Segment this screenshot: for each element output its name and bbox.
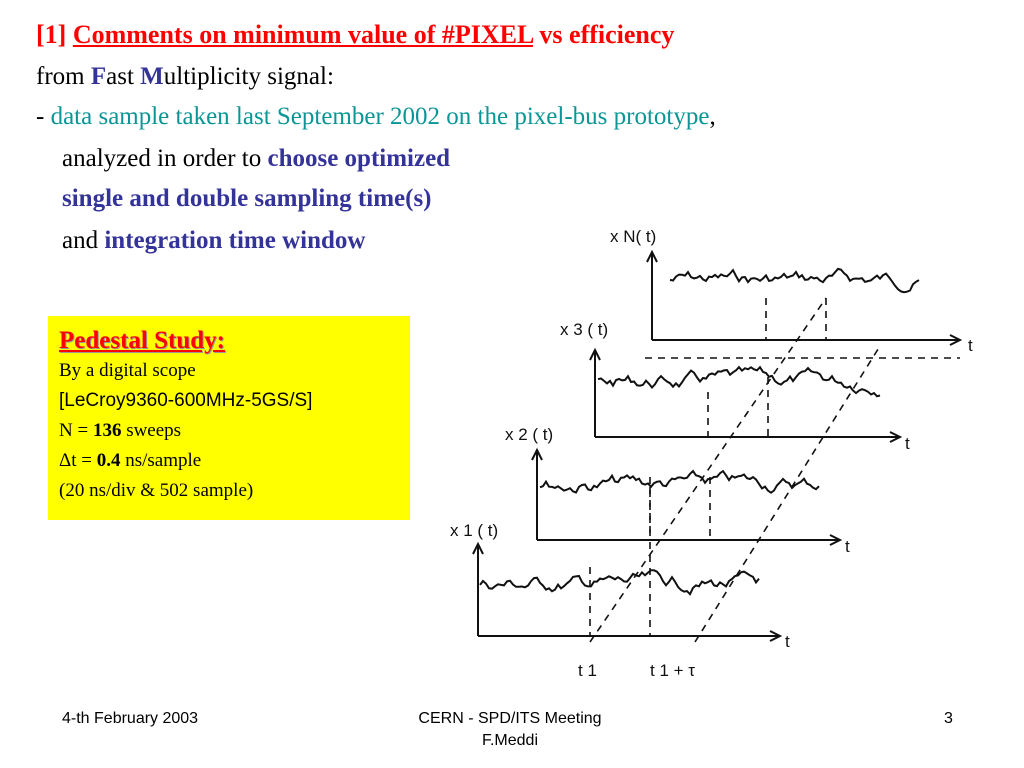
waveform-2 — [539, 469, 820, 494]
pedestal-model: [LeCroy9360-600MHz-5GS/S] — [59, 390, 313, 411]
sweeps-value: 136 — [92, 420, 122, 441]
axis-t-2: t — [845, 537, 850, 556]
bullet-line: - data sample taken last September 2002 … — [36, 102, 716, 132]
y-arrow-N — [646, 249, 658, 263]
pedestal-sweeps: N = 136 sweeps — [59, 416, 400, 446]
diagonal-t1 — [589, 297, 827, 643]
intro-m: M — [140, 63, 164, 90]
analysis-bold: choose optimized — [267, 145, 451, 172]
intro-ast: ast — [106, 63, 141, 90]
integration-line: and integration time window — [62, 226, 365, 256]
pedestal-div: (20 ns/div & 502 sample) — [59, 480, 254, 501]
x-arrow-3 — [889, 431, 903, 443]
y-arrow-3 — [589, 347, 601, 361]
title-suffix: vs efficiency — [532, 20, 675, 49]
bullet-text: data sample taken last September 2002 on… — [50, 103, 710, 130]
intro-rest: ultiplicity signal: — [163, 63, 334, 90]
sweeps-pre: N = — [59, 420, 93, 441]
y-arrow-1 — [472, 541, 484, 555]
axis-t-3: t — [905, 434, 910, 453]
pedestal-box: Pedestal Study: By a digital scope [LeCr… — [48, 316, 410, 520]
footer-meeting-name: CERN - SPD/ITS Meeting — [418, 710, 602, 727]
label-x1: x 1 ( t) — [450, 521, 498, 540]
bullet-dash: - — [36, 103, 51, 130]
footer-page-number: 3 — [944, 710, 953, 727]
label-t1: t 1 — [578, 661, 597, 680]
waveform-3 — [597, 365, 881, 398]
integration-bold: integration time window — [104, 227, 366, 254]
dt-pre: Δt = — [59, 450, 97, 471]
diagonal-t1-tau — [694, 345, 881, 643]
label-xN: x N( t) — [610, 227, 656, 246]
sampling-line: single and double sampling time(s) — [62, 184, 432, 214]
x-arrow-N — [949, 334, 963, 346]
diagram-dashed-lines — [589, 297, 960, 643]
footer-meeting: CERN - SPD/ITS Meeting F.Meddi — [330, 708, 690, 752]
intro-f: F — [90, 63, 107, 90]
dt-post: ns/sample — [120, 450, 202, 471]
label-x3: x 3 ( t) — [560, 320, 608, 339]
sweeps-post: sweeps — [121, 420, 182, 441]
pedestal-dt: Δt = 0.4 ns/sample — [59, 446, 400, 476]
sampling-bold: single and double sampling time(s) — [62, 185, 432, 212]
footer-date: 4-th February 2003 — [62, 710, 199, 727]
x-arrow-2 — [829, 534, 843, 546]
intro-line: from Fast Multiplicity signal: — [36, 62, 334, 92]
y-arrow-2 — [531, 447, 543, 461]
intro-pre: from — [36, 63, 91, 90]
analysis-line: analyzed in order to choose optimized — [62, 144, 450, 174]
axis-t-1: t — [785, 632, 790, 651]
title-ref: [1] — [36, 20, 67, 49]
label-t1-tau: t 1 + τ — [650, 661, 695, 680]
x-arrow-1 — [769, 630, 783, 642]
analysis-pre: analyzed in order to — [62, 145, 268, 172]
axis-t-N: t — [968, 336, 973, 355]
waveform-1 — [479, 569, 760, 596]
bullet-comma: , — [709, 103, 716, 130]
label-x2: x 2 ( t) — [505, 425, 553, 444]
title-main: Comments on minimum value of #PIXEL — [72, 20, 533, 49]
sampling-diagram: x N( t) x 3 ( t) x 2 ( t) x 1 ( t) t t t… — [450, 227, 973, 680]
footer-author: F.Meddi — [481, 732, 539, 749]
slide-title: [1] Comments on minimum value of #PIXEL … — [36, 20, 674, 50]
dt-value: 0.4 — [96, 450, 121, 471]
diagram-waveforms — [479, 267, 920, 596]
waveform-N — [669, 267, 920, 294]
pedestal-heading: Pedestal Study: — [59, 327, 225, 354]
pedestal-scope: By a digital scope — [59, 360, 196, 381]
integration-pre: and — [62, 227, 105, 254]
diagram-axes — [472, 249, 963, 642]
